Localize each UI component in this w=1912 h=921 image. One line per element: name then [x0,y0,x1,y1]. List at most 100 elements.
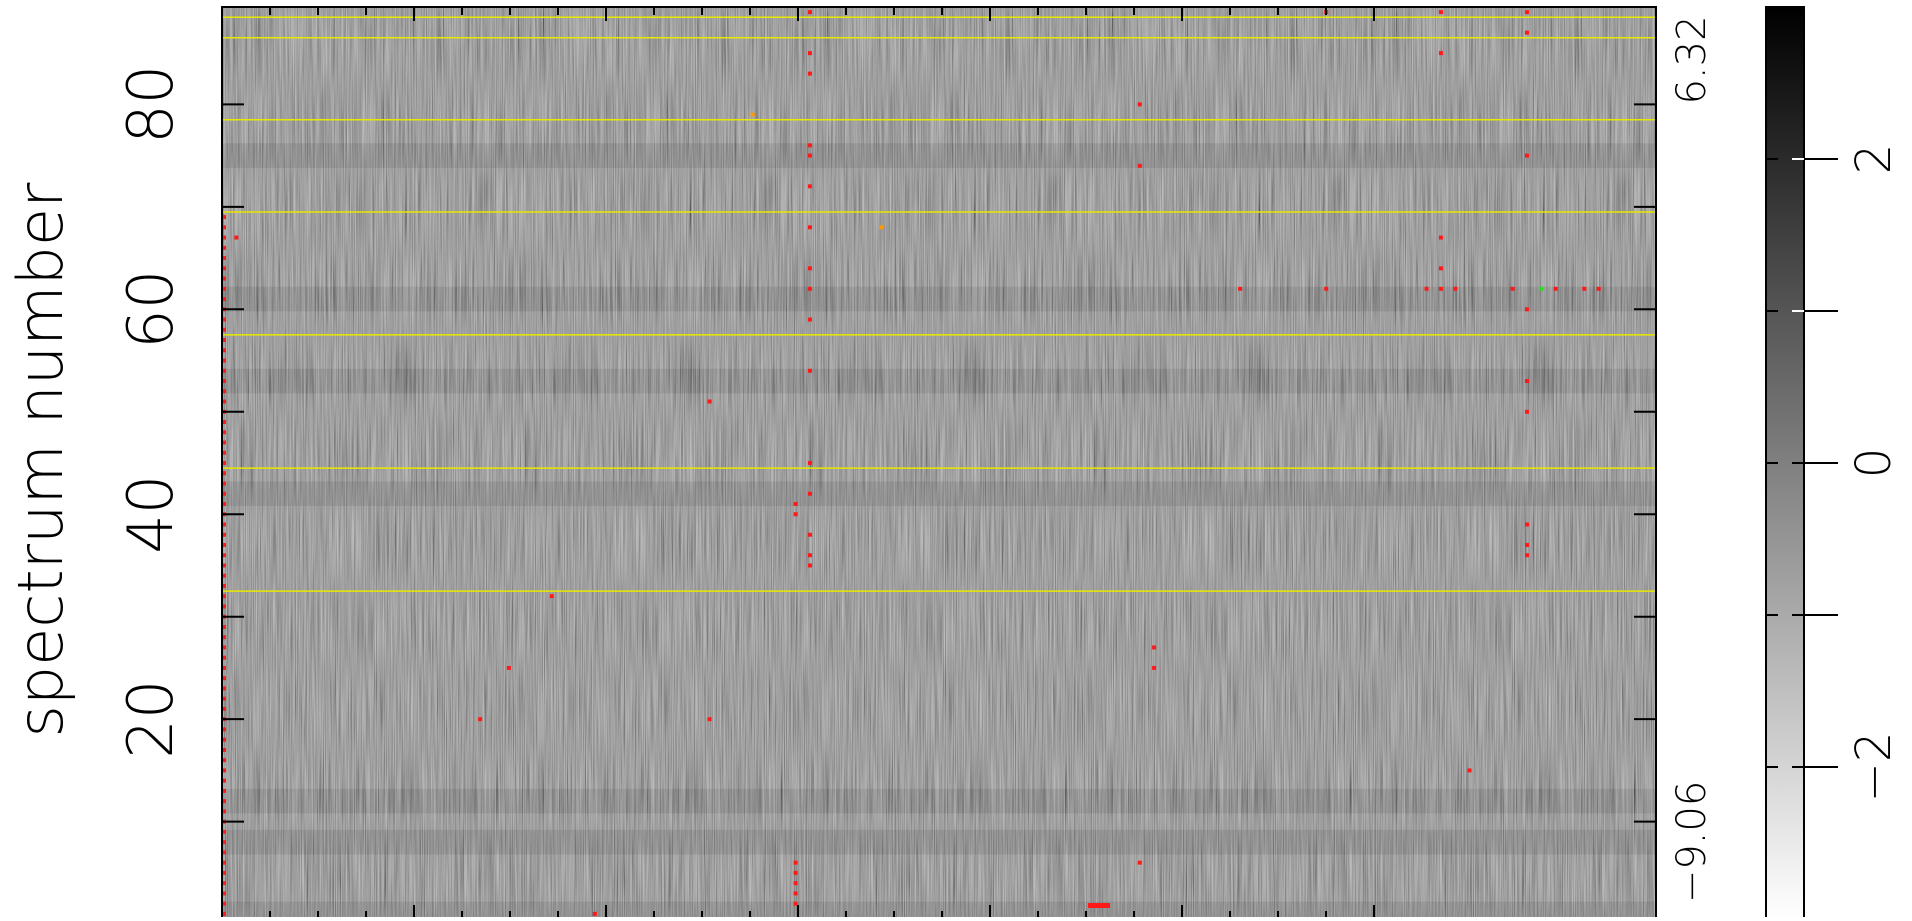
edge-point [222,276,226,281]
flagged-point [807,461,812,465]
flagged-point [1596,286,1601,291]
flagged-point [707,399,712,404]
y-tick-label: 80 [114,65,187,144]
flagged-point [549,594,554,599]
orange-point [750,112,755,117]
edge-point [222,245,226,250]
flagged-point [807,266,812,271]
edge-point [222,727,226,732]
edge-point [222,881,226,886]
edge-point [222,379,226,384]
flagged-point [807,184,812,189]
edge-point [222,676,226,681]
edge-point [222,809,226,814]
right-label-top: 6.32 [1669,15,1715,104]
green-point [1539,286,1544,291]
flagged-point [807,51,812,56]
edge-point [222,686,226,691]
flagged-point [793,881,798,886]
flagged-point [807,225,812,230]
edge-point [222,440,226,445]
edge-point [222,368,226,373]
edge-point [222,901,226,906]
edge-point [222,235,226,240]
flagged-point [1524,553,1529,558]
flagged-point [793,501,798,506]
edge-point [222,891,226,896]
flagged-point [1524,379,1529,384]
edge-point [222,317,226,322]
edge-point [222,768,226,773]
flagged-point [807,286,812,291]
edge-point [222,348,226,353]
edge-point [222,338,226,343]
edge-point [222,635,226,640]
edge-point [222,737,226,742]
flagged-point [1438,235,1443,240]
plot-area [222,7,1656,919]
edge-point [222,522,226,527]
flagged-point [1152,665,1157,670]
edge-point [222,256,226,261]
flagged-point [1467,768,1472,773]
colorbar: −2 0 2 [1765,6,1902,920]
edge-point [222,788,226,793]
edge-point [222,563,226,568]
flagged-point [1137,163,1142,168]
y-tick-label: 60 [114,270,187,349]
flagged-point [1524,30,1529,35]
flagged-point [1238,286,1243,291]
edge-point [222,829,226,834]
flagged-point [1438,51,1443,56]
flagged-point [1453,286,1458,291]
edge-point [222,799,226,804]
flagged-point [478,717,483,722]
flagged-point [1524,10,1529,15]
flagged-point [807,143,812,148]
flagged-point [1137,102,1142,107]
edge-point [222,553,226,558]
flagged-points [222,10,1601,919]
flagged-point [1152,645,1157,650]
flagged-point [793,860,798,865]
flagged-point [793,512,798,517]
flagged-point [807,317,812,322]
edge-point [222,573,226,578]
yellow-lines [222,16,1656,592]
edge-point [222,778,226,783]
flagged-point [1524,409,1529,414]
edge-point [222,583,226,588]
flagged-point [1137,860,1142,865]
flagged-point [1510,286,1515,291]
flagged-point [1524,542,1529,547]
edge-point [222,594,226,599]
right-label-bottom: −9.06 [1669,781,1715,904]
flagged-point [1438,10,1443,15]
y-tick-labels: 20 40 60 80 [114,65,187,759]
edge-point [222,327,226,332]
flagged-point [506,665,511,670]
edge-point [222,655,226,660]
flagged-point [807,153,812,158]
edge-point [222,747,226,752]
flagged-point [807,563,812,568]
orange-point [879,225,884,230]
flagged-point [807,368,812,373]
flagged-point [1553,286,1558,291]
flagged-point [807,532,812,537]
edge-point [222,860,226,865]
flagged-point [807,10,812,15]
flagged-point [1438,286,1443,291]
flagged-segment [1088,903,1110,908]
flagged-point [1524,307,1529,312]
edge-point [222,501,226,506]
flagged-point [1524,153,1529,158]
flagged-point [592,911,597,916]
edge-point [222,399,226,404]
edge-point [222,911,226,916]
edge-point [222,542,226,547]
flagged-point [793,901,798,906]
heatmap-noise [222,7,1656,919]
edge-point [222,389,226,394]
